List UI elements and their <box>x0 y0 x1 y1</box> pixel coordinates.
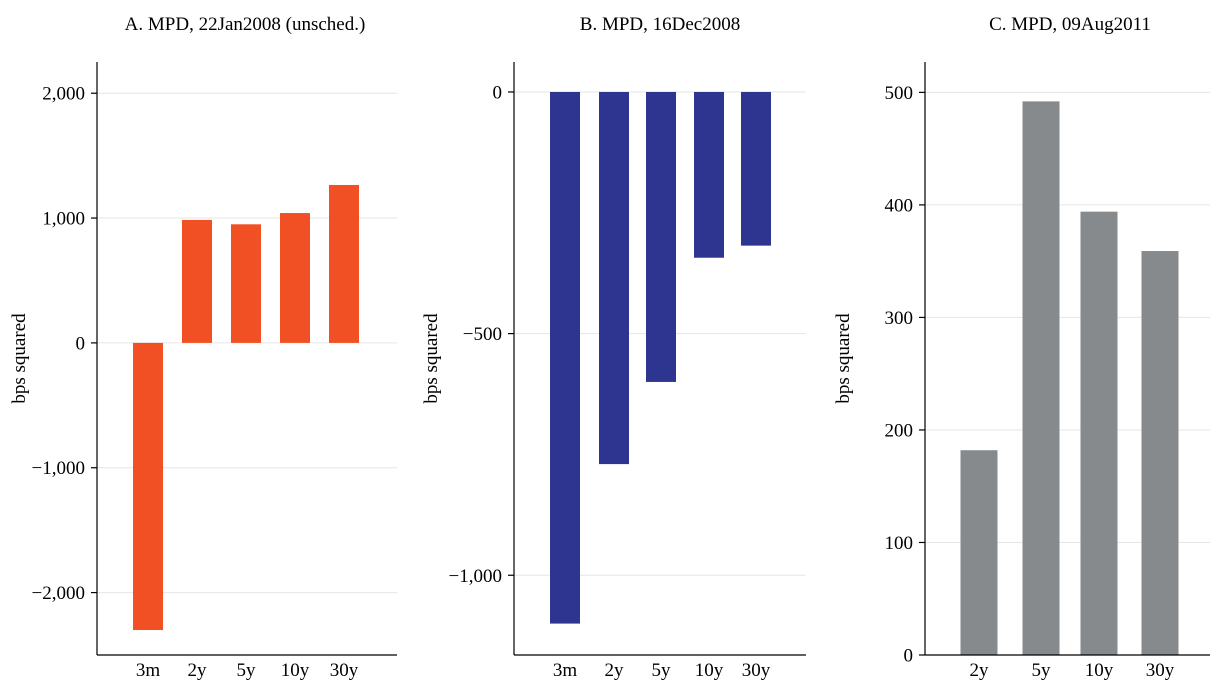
y-tick-label: 100 <box>885 533 914 554</box>
chart-title: A. MPD, 22Jan2008 (unsched.) <box>125 14 366 35</box>
x-tick-label: 3m <box>553 660 578 681</box>
x-tick-label: 5y <box>1032 660 1052 681</box>
y-tick-label: −1,000 <box>32 458 85 479</box>
y-tick-label: 0 <box>493 82 503 103</box>
x-tick-label: 10y <box>281 660 310 681</box>
bar-5y <box>1022 101 1060 655</box>
bar-2y <box>960 450 998 655</box>
y-tick-label: 200 <box>885 420 914 441</box>
y-axis-label: bps squared <box>9 313 30 404</box>
bar-5y <box>231 224 261 343</box>
x-tick-label: 2y <box>970 660 990 681</box>
y-tick-label: 400 <box>885 195 914 216</box>
y-tick-label: −2,000 <box>32 583 85 604</box>
y-tick-label: −1,000 <box>449 566 502 587</box>
chart-panel-1: A. MPD, 22Jan2008 (unsched.) bps squared 2… <box>9 14 397 681</box>
y-axis-label: bps squared <box>421 313 442 404</box>
chart-title: C. MPD, 09Aug2011 <box>989 14 1151 35</box>
bar-3m <box>133 342 163 631</box>
y-tick-label: 0 <box>904 646 914 667</box>
x-tick-label: 10y <box>1085 660 1114 681</box>
x-tick-label: 2y <box>188 660 208 681</box>
chart-panel-3: C. MPD, 09Aug2011 bps squared 500 400 300 200… <box>833 14 1210 681</box>
x-tick-label: 5y <box>237 660 257 681</box>
bar-30y <box>741 91 771 246</box>
y-tick-label: 0 <box>76 333 86 354</box>
bar-3m <box>550 91 580 624</box>
x-tick-label: 30y <box>742 660 771 681</box>
bar-30y <box>1141 251 1179 655</box>
x-tick-label: 2y <box>605 660 625 681</box>
y-tick-label: 2,000 <box>42 84 85 105</box>
bar-2y <box>182 219 212 343</box>
chart-title: B. MPD, 16Dec2008 <box>580 14 740 35</box>
x-tick-label: 3m <box>136 660 161 681</box>
y-axis-label: bps squared <box>833 313 854 404</box>
bar-10y <box>1080 211 1118 655</box>
chart-panel-2: B. MPD, 16Dec2008 bps squared 0 −500 −1,000 3… <box>421 14 806 681</box>
bar-10y <box>280 213 310 343</box>
y-tick-label: 300 <box>885 308 914 329</box>
bar-5y <box>646 91 676 382</box>
y-tick-label: −500 <box>463 324 502 345</box>
bar-30y <box>329 184 359 343</box>
bar-2y <box>599 91 629 465</box>
x-tick-label: 10y <box>695 660 724 681</box>
x-tick-label: 30y <box>1146 660 1175 681</box>
bar-10y <box>694 91 724 258</box>
y-tick-label: 500 <box>885 83 914 104</box>
x-tick-label: 30y <box>330 660 359 681</box>
y-tick-label: 1,000 <box>42 209 85 230</box>
x-tick-label: 5y <box>652 660 672 681</box>
